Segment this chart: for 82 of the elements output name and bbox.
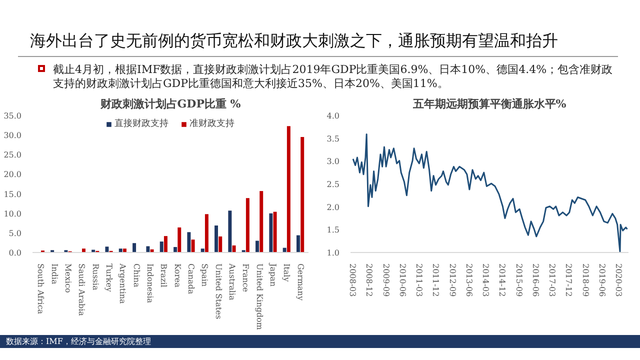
x-tick-label: China (132, 264, 141, 288)
x-tick-label: 2014-12 (498, 264, 507, 297)
x-tick-label: 2008-12 (364, 264, 374, 297)
x-tick-label: 2016-06 (530, 264, 540, 297)
x-tick-label: 2017-12 (564, 264, 574, 297)
chart-title: 五年期远期预算平衡通胀水平% (412, 98, 567, 110)
x-tick-label: 2019-06 (597, 264, 606, 297)
bar (178, 227, 182, 252)
bar (286, 126, 290, 252)
bar (296, 235, 300, 252)
y-tick-label: 30.0 (4, 131, 22, 140)
y-tick-label: 1.5 (326, 226, 340, 235)
y-tick-label: 3.0 (326, 157, 340, 166)
y-tick-label: 3.5 (326, 134, 340, 144)
x-tick-label: Indonesia (146, 264, 155, 304)
bar (228, 210, 232, 252)
y-tick-label: 5.0 (8, 228, 22, 238)
x-tick-label: 2018-09 (580, 264, 590, 297)
y-tick-label: 0.0 (8, 248, 22, 258)
y-tick-label: 4.0 (326, 112, 340, 120)
x-tick-label: 2011-03 (414, 264, 424, 297)
x-tick-label: 2011-12 (431, 264, 440, 297)
bar (174, 247, 178, 252)
bar (232, 245, 236, 252)
bar (214, 225, 218, 252)
x-tick-label: 2014-03 (480, 264, 490, 297)
x-tick-label: Japan (268, 262, 278, 287)
legend-label: 准财政支持 (190, 118, 234, 130)
legend-label: 直接财政支持 (114, 118, 168, 130)
line-series (352, 133, 628, 252)
y-tick-label: 1.0 (326, 248, 340, 258)
bar (105, 246, 109, 252)
bar (300, 137, 304, 252)
x-tick-label: United States (214, 264, 223, 320)
bar (187, 232, 191, 252)
bar (246, 198, 250, 252)
bar (273, 212, 277, 252)
bar (191, 240, 195, 252)
bar (269, 213, 273, 252)
x-tick-label: India (50, 264, 59, 284)
x-tick-label: United Kingdom (254, 264, 264, 330)
x-tick-label: 2012-09 (448, 264, 457, 297)
x-tick-label: 2017-03 (547, 264, 556, 297)
x-tick-label: Russia (90, 264, 100, 290)
bar (260, 191, 264, 252)
y-tick-label: 15.0 (4, 190, 22, 199)
y-tick-label: 2.0 (326, 202, 340, 212)
x-tick-label: Korea (172, 264, 182, 288)
y-tick-label: 20.0 (4, 170, 22, 180)
y-tick-label: 25.0 (4, 150, 22, 160)
x-tick-label: France (241, 264, 250, 292)
x-tick-label: South Africa (36, 264, 46, 314)
x-tick-label: 2015-09 (514, 264, 524, 297)
x-tick-label: 2008-03 (348, 264, 357, 297)
y-tick-label: 10.0 (4, 209, 22, 218)
y-tick-label: 2.5 (326, 180, 340, 189)
bar (160, 242, 164, 252)
x-tick-label: Saudi Arabia (77, 264, 86, 316)
x-tick-label: 2013-06 (464, 264, 474, 297)
chart-title: 财政刺激计划占GDP比重 % (99, 98, 242, 110)
bar (146, 246, 150, 252)
x-tick-label: 2010-06 (398, 264, 407, 297)
bar (164, 236, 168, 252)
text: 截止4月初，根据IMF数据，直接财政刺激计划占2019年GDP比重美国6.9%、日本10%、德国4.4%；包含准财政支持的财政刺激计划占GDP比重德国和意大利接近35%、日本20%、美国11%。 (53, 62, 614, 91)
x-tick-label: 2009-09 (381, 264, 390, 297)
y-tick-label: 35.0 (4, 112, 22, 120)
x-tick-label: Germany (296, 264, 305, 301)
source-note: 数据来源：IMF，经济与金融研究院整理 (0, 335, 640, 348)
x-tick-label: Mexico (64, 264, 73, 293)
x-tick-label: Turkey (104, 264, 114, 292)
x-tick-label: Spain (200, 264, 210, 287)
text: 海外出台了史无前例的货币宽松和财政大刺激之下，通胀预期有望温和抬升 (18, 30, 618, 57)
x-tick-label: Argentina (118, 262, 128, 304)
bar (218, 236, 222, 252)
bar (256, 240, 260, 252)
bar (204, 214, 208, 252)
x-tick-label: Italy (282, 264, 292, 282)
x-tick-label: Canada (186, 264, 196, 294)
x-tick-label: Brazil (159, 264, 168, 288)
x-tick-label: Australia (227, 262, 236, 300)
bar (132, 243, 136, 252)
x-tick-label: 2020-03 (614, 264, 623, 297)
